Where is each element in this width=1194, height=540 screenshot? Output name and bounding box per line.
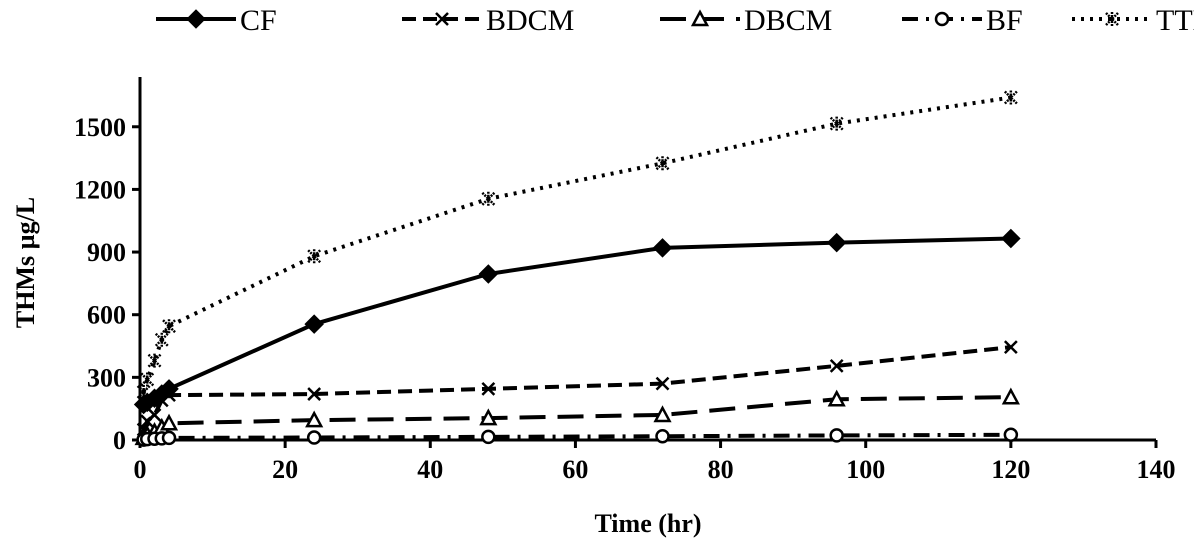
legend-item-bf: BF (902, 4, 1023, 37)
data-point-dbcm (479, 408, 498, 426)
data-point-bf (655, 428, 670, 444)
data-point-bdcm (162, 388, 176, 402)
y-axis-title: THMs µg/L (11, 197, 40, 328)
series-line-dbcm (142, 395, 1011, 440)
series-layer (133, 90, 1021, 447)
data-point-bf (481, 429, 496, 445)
data-point-tthm (154, 332, 169, 347)
data-point-dbcm (305, 410, 324, 428)
data-point-cf (1001, 228, 1021, 249)
data-point-cf (826, 232, 847, 253)
data-point-tthm (307, 249, 322, 264)
data-point-tthm (162, 319, 176, 334)
data-point-tthm (481, 191, 496, 206)
data-point-dbcm (827, 389, 846, 407)
legend-marker-cf (186, 9, 206, 29)
x-tick-label: 100 (846, 455, 885, 484)
data-point-cf (478, 264, 499, 284)
data-point-dbcm (1001, 387, 1020, 405)
legend-marker-tthm (1105, 12, 1119, 26)
data-point-dbcm (159, 413, 179, 431)
data-point-bdcm (829, 358, 844, 373)
data-point-tthm (829, 116, 844, 131)
x-tick-label: 40 (417, 455, 443, 484)
series-line-tthm (141, 95, 1012, 393)
x-tick-label: 0 (134, 455, 147, 484)
y-tick-label: 300 (87, 363, 126, 392)
y-ticks: 0 300 600 900 1200 1500 (74, 113, 140, 455)
legend-marker-bf (934, 11, 950, 27)
legend-item-tthm: TTHM (1072, 4, 1194, 37)
series-line-cf (142, 236, 1011, 407)
data-point-tthm (147, 353, 162, 368)
data-point-tthm (1003, 90, 1018, 105)
x-tick-label: 20 (272, 455, 298, 484)
y-tick-label: 1200 (74, 175, 126, 204)
data-point-tthm (136, 384, 151, 399)
data-point-bf (1003, 427, 1019, 443)
x-ticks: 0 20 40 60 80 100 120 140 (134, 440, 1176, 484)
data-point-bf (161, 430, 177, 446)
legend-marker-bdcm (435, 12, 449, 26)
y-tick-label: 0 (113, 426, 126, 455)
x-tick-label: 120 (991, 455, 1030, 484)
data-point-bdcm (481, 381, 496, 396)
legend-label-cf: CF (240, 4, 277, 37)
data-point-dbcm (653, 405, 672, 423)
data-point-tthm (655, 156, 670, 171)
legend-label-bdcm: BDCM (486, 4, 574, 37)
data-point-bdcm (655, 376, 670, 391)
data-point-cf (652, 238, 673, 258)
x-axis-title: Time (hr) (594, 509, 701, 538)
y-tick-label: 600 (87, 301, 126, 330)
data-point-bf (306, 430, 322, 445)
legend-label-tthm: TTHM (1156, 4, 1194, 37)
legend-label-dbcm: DBCM (744, 4, 832, 37)
data-point-tthm (140, 372, 155, 387)
data-point-bdcm (307, 387, 322, 401)
series-bf (136, 427, 1019, 447)
legend-item-dbcm: DBCM (660, 4, 832, 37)
legend-label-bf: BF (986, 4, 1023, 37)
series-tthm (136, 90, 1018, 399)
data-point-bf (829, 428, 844, 443)
legend-marker-dbcm (690, 9, 710, 27)
x-tick-label: 60 (562, 455, 588, 484)
legend-item-bdcm: BDCM (402, 4, 574, 37)
data-point-bdcm (1003, 340, 1018, 354)
legend: CF BDCM DBCM BF TTHM (156, 4, 1194, 37)
x-tick-label: 80 (708, 455, 734, 484)
data-point-bdcm (147, 408, 162, 422)
x-tick-label: 140 (1137, 455, 1176, 484)
legend-item-cf: CF (156, 4, 277, 37)
y-tick-label: 900 (87, 238, 126, 267)
y-tick-label: 1500 (74, 113, 126, 142)
data-point-bdcm (154, 393, 169, 408)
plot-area: 0 20 40 60 80 100 120 140 0 300 600 900 1200 1500 (74, 77, 1176, 484)
data-point-cf (304, 314, 324, 334)
